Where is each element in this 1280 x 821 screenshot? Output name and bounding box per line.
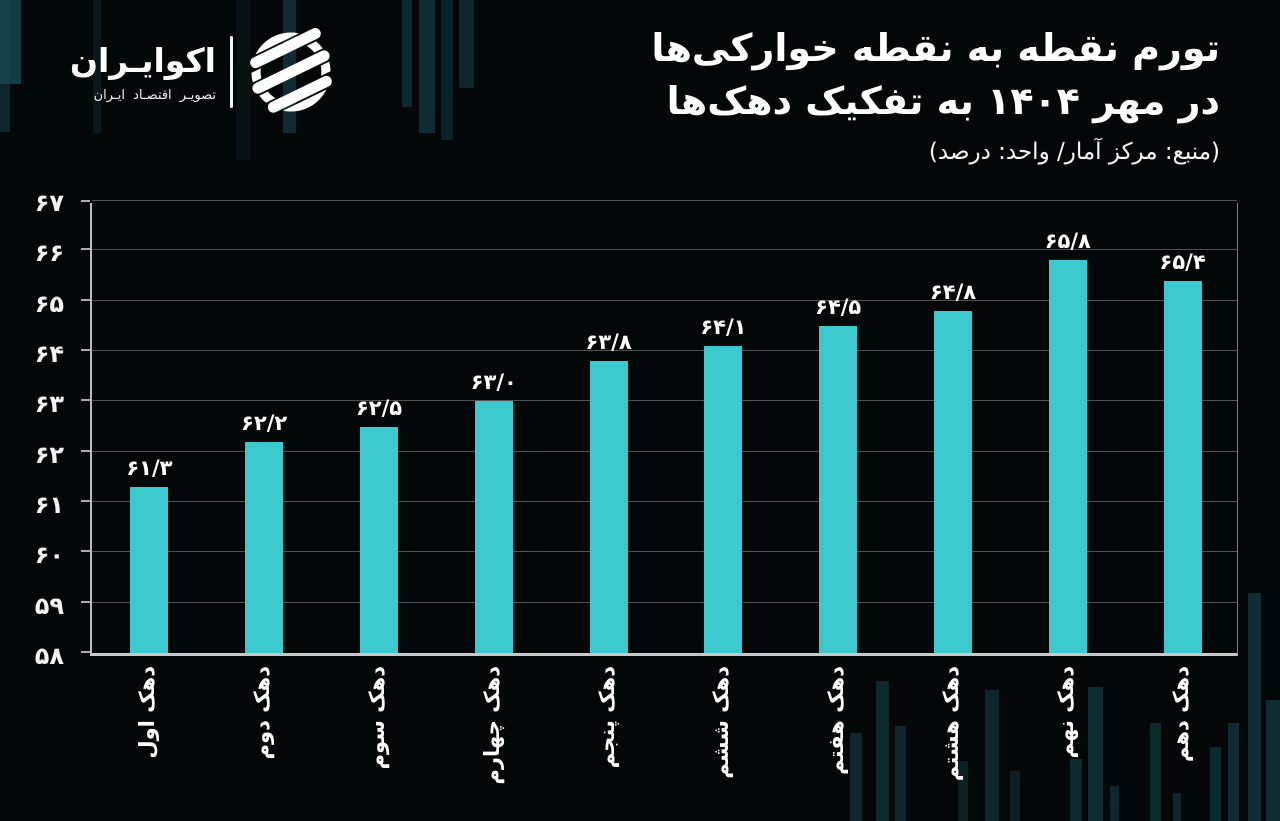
y-axis-tick [81, 349, 90, 351]
bar-value-label: ۶۵/۴ [1159, 249, 1206, 274]
chart-title-line2: در مهر ۱۴۰۴ به تفکیک دهک‌ها [666, 79, 1220, 123]
chart-title-line1: تورم نقطه به نقطه خوارکی‌ها [651, 26, 1220, 70]
ecoiran-logo-icon [250, 28, 332, 113]
decor-bar [1266, 700, 1280, 821]
y-axis-tick-label: ۶۷ [34, 189, 64, 217]
y-axis-tick [81, 200, 90, 202]
y-axis-tick [81, 449, 90, 452]
bar-value-label: ۶۴/۸ [929, 279, 977, 304]
source-note: (منبع: مرکز آمار/ واحد: درصد) [928, 139, 1220, 165]
x-axis-category-label: دهک نهم [1053, 666, 1078, 759]
chart-header: تورم نقطه به نقطه خوارکی‌ها در مهر ۱۴۰۴ … [651, 22, 1220, 165]
bar-value-label: ۶۳/۰ [470, 370, 517, 395]
x-axis-labels: دهک اول دهک دوم دهک سوم دهک چهارم دهک پنجم ده… [90, 664, 1238, 821]
y-axis-tick-label: ۶۵ [34, 289, 64, 318]
decor-bar [1110, 786, 1119, 821]
gridline [92, 450, 1237, 452]
decile-bar [360, 426, 398, 653]
y-axis-tick-label: ۶۰ [34, 541, 64, 570]
gridline [92, 299, 1237, 301]
decile-bar [589, 361, 628, 653]
bar-value-label: ۶۱/۳ [126, 455, 173, 480]
decor-bar [1173, 793, 1181, 821]
decor-bar [1088, 687, 1103, 821]
bar-value-label: ۶۲/۲ [241, 410, 288, 435]
decor-bar [459, 0, 474, 88]
brand-block: اکوایـران تصویـر اقتصـاد ایـران [38, 26, 337, 118]
x-axis-category-label: دهک دوم [250, 666, 275, 760]
y-axis-labels: ۵۸ ۵۹ ۶۰ ۶۱ ۶۲ ۶۳ ۶۴ ۶۵ ۶۶ ۶۷ [0, 189, 80, 670]
decor-bar [985, 690, 999, 821]
decor-bar [895, 726, 906, 821]
decor-bar [958, 761, 968, 821]
y-axis-tick [81, 550, 90, 553]
x-axis-category-label: دهک چهارم [479, 666, 504, 785]
brand-separator [230, 36, 233, 108]
decor-bar [850, 733, 862, 821]
gridline [92, 249, 1237, 251]
decor-bar [876, 681, 889, 821]
decor-bar [1228, 723, 1239, 821]
x-axis-category-label: دهک سوم [365, 666, 389, 770]
y-axis-tick-label: ۶۲ [34, 440, 64, 469]
x-axis-category-label: دهک هشتم [939, 666, 963, 782]
x-axis-category-label: دهک دهم [1168, 666, 1193, 762]
decor-bar [0, 0, 10, 132]
brand-text: اکوایـران تصویـر اقتصـاد ایـران [38, 41, 216, 103]
y-axis-tick-label: ۵۹ [34, 591, 64, 620]
decile-bar [245, 441, 284, 653]
y-axis-tick [81, 248, 90, 251]
bar-value-label: ۶۵/۸ [1044, 229, 1091, 254]
decor-bar [419, 0, 435, 133]
y-axis-tick-label: ۶۴ [34, 340, 64, 368]
decor-bar [236, 0, 250, 160]
decor-bar [1210, 747, 1221, 821]
gridline [92, 501, 1237, 502]
y-axis-tick [81, 600, 90, 603]
y-axis-tick [81, 298, 90, 301]
brand-tagline: تصویـر اقتصـاد ایـران [93, 88, 216, 103]
gridline [92, 200, 1237, 201]
gridline [92, 551, 1237, 553]
x-axis-category-label: دهک اول [135, 666, 160, 759]
y-axis-tick [81, 500, 90, 502]
decile-bar [474, 401, 513, 653]
gridline [92, 350, 1237, 351]
y-axis-tick-label: ۶۶ [34, 239, 64, 268]
x-axis-category-label: دهک ششم [709, 666, 734, 779]
y-axis-tick [81, 399, 90, 402]
decor-bar [441, 0, 453, 140]
brand-name: اکوایـران [69, 41, 216, 80]
decor-bar [1248, 593, 1261, 821]
decile-bar [1048, 260, 1087, 653]
decor-bar [1070, 759, 1082, 821]
y-axis-tick-label: ۶۱ [34, 491, 64, 519]
bar-value-label: ۶۴/۵ [815, 294, 862, 319]
decile-bar [704, 345, 743, 653]
decile-bar [819, 325, 858, 653]
x-axis-category-label: دهک پنجم [594, 666, 619, 769]
y-axis-tick-label: ۶۳ [34, 390, 64, 419]
decile-bar [934, 310, 972, 653]
decile-bar [130, 486, 169, 653]
bar-value-label: ۶۲/۵ [355, 395, 403, 420]
decor-bar [1150, 723, 1161, 821]
y-axis-tick [81, 651, 90, 653]
x-axis-category-label: دهک هفتم [824, 666, 849, 775]
bar-value-label: ۶۴/۱ [700, 314, 747, 339]
y-axis-tick-label: ۵۸ [34, 642, 64, 670]
gridline [92, 400, 1237, 402]
gridline [92, 601, 1237, 603]
decor-bar [402, 0, 412, 107]
decile-bar [1163, 280, 1202, 653]
bar-chart-plot-area: ۶۱/۳ ۶۲/۲ ۶۲/۵ ۶۳/۰ ۶۳/۸ ۶۴/۱ ۶۴/۵ ۶۴/۸ ۶۵/۸ ۶۵/۴ [81, 200, 1238, 656]
bar-value-label: ۶۳/۸ [585, 330, 632, 355]
decor-bar [93, 0, 101, 133]
decor-bar [1010, 771, 1020, 821]
